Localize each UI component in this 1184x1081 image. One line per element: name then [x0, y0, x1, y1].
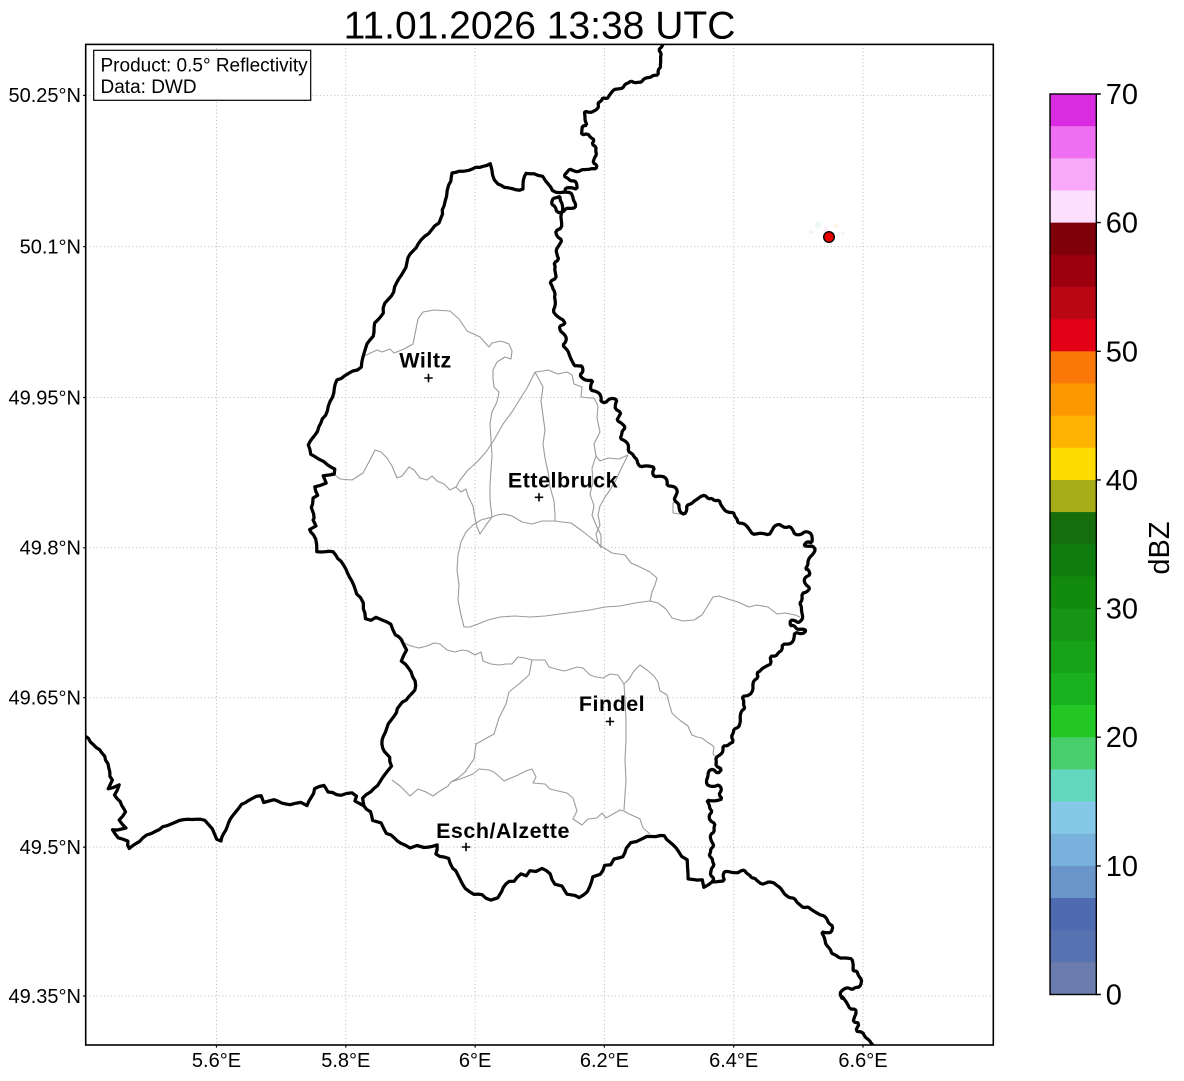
- svg-text:Wiltz: Wiltz: [399, 349, 451, 373]
- svg-text:20: 20: [1106, 722, 1138, 754]
- svg-text:Data: DWD: Data: DWD: [101, 77, 197, 98]
- svg-text:50: 50: [1106, 336, 1138, 368]
- svg-text:6°E: 6°E: [459, 1050, 491, 1072]
- svg-text:Product: 0.5° Reflectivity: Product: 0.5° Reflectivity: [101, 56, 309, 77]
- svg-text:49.35°N: 49.35°N: [9, 986, 82, 1008]
- svg-text:dBZ: dBZ: [1144, 521, 1176, 574]
- svg-text:49.65°N: 49.65°N: [9, 688, 82, 710]
- svg-text:5.8°E: 5.8°E: [321, 1050, 370, 1072]
- svg-text:6.2°E: 6.2°E: [580, 1050, 629, 1072]
- svg-text:49.8°N: 49.8°N: [20, 538, 81, 560]
- svg-text:Findel: Findel: [579, 692, 645, 716]
- svg-text:49.95°N: 49.95°N: [9, 387, 82, 409]
- svg-text:49.5°N: 49.5°N: [20, 837, 81, 859]
- svg-text:30: 30: [1106, 594, 1138, 626]
- svg-text:Ettelbruck: Ettelbruck: [508, 469, 618, 493]
- svg-text:40: 40: [1106, 465, 1138, 497]
- svg-text:6.4°E: 6.4°E: [709, 1050, 758, 1072]
- svg-text:70: 70: [1106, 79, 1138, 111]
- svg-text:Esch/Alzette: Esch/Alzette: [436, 819, 570, 843]
- svg-text:5.6°E: 5.6°E: [192, 1050, 241, 1072]
- svg-text:11.01.2026 13:38 UTC: 11.01.2026 13:38 UTC: [344, 5, 736, 48]
- svg-text:50.25°N: 50.25°N: [9, 85, 82, 107]
- svg-text:0: 0: [1106, 980, 1122, 1012]
- svg-text:60: 60: [1106, 208, 1138, 240]
- svg-text:50.1°N: 50.1°N: [20, 237, 81, 259]
- svg-text:6.6°E: 6.6°E: [838, 1050, 887, 1072]
- svg-text:10: 10: [1106, 851, 1138, 883]
